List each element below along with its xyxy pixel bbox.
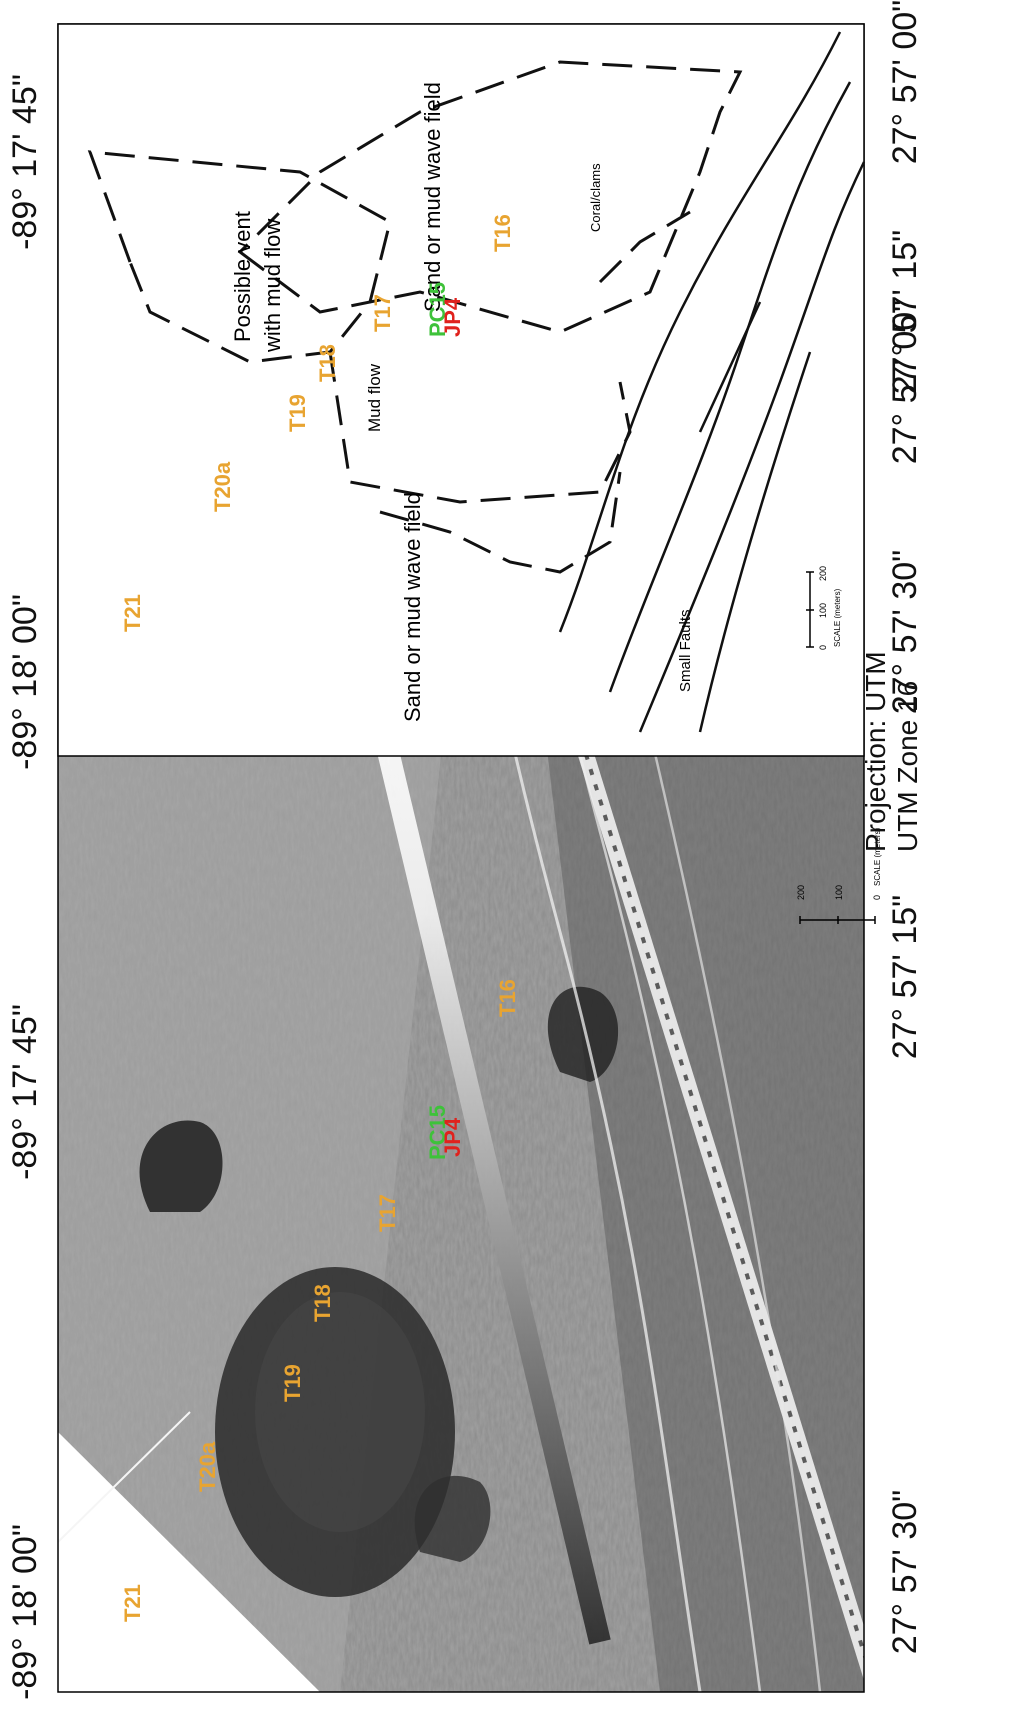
sonar-site-label-jp4: JP4: [440, 1117, 465, 1157]
sonar-scale-tick-100: 100: [834, 885, 844, 900]
faults-label: Small Faults: [677, 609, 694, 692]
projection-line2: UTM Zone 16: [892, 680, 924, 852]
sonar-site-label-t20a: T20a: [195, 1441, 220, 1492]
sonar-lat-label-30: 27° 57' 30": [886, 1489, 924, 1655]
projection-note: Projection: UTM UTM Zone 16: [860, 651, 924, 852]
no-data-corner: [58, 1432, 320, 1692]
interp-dashed-features: [87, 60, 743, 574]
mud-flow-label: Mud flow: [365, 363, 384, 432]
sonar-scale-tick-200: 200: [796, 885, 806, 900]
interp-fault-lines: [558, 31, 866, 733]
sonar-site-label-t18: T18: [310, 1284, 335, 1322]
fault-line-1: [558, 31, 842, 633]
interp-lon-label-west: -89° 18' 00": [6, 594, 44, 770]
fault-line-5: [698, 301, 762, 433]
projection-line1: Projection: UTM: [860, 651, 891, 852]
fault-line-2: [608, 81, 852, 693]
interp-site-label-pc15: PC15: [425, 282, 450, 337]
interp-frame: [57, 23, 865, 757]
nadir-stripe-lower-edge: [358, 24, 864, 1692]
sonar-site-label-t16: T16: [495, 979, 520, 1017]
interp-site-label-t21: T21: [120, 594, 145, 632]
vent-core: [255, 1292, 425, 1532]
vent-label-line2: with mud flow: [260, 219, 285, 353]
vent-label-line1: Possible vent: [230, 211, 255, 342]
interp-site-label-t17: T17: [370, 294, 395, 332]
coral-label: Coral/clams: [588, 163, 603, 232]
interp-site-label-t16: T16: [490, 214, 515, 252]
interp-lat-label-15: 27° 57' 15": [886, 229, 924, 395]
sonar-scale-bar: 0 100 200 SCALE (meters): [796, 827, 882, 924]
sonar-lat-label-15: 27° 57' 15": [886, 894, 924, 1060]
sonar-site-label-t21: T21: [120, 1584, 145, 1622]
upper-wave-field-label: Sand or mud wave field: [420, 82, 445, 312]
lower-wave-field-label: Sand or mud wave field: [400, 492, 425, 722]
sonar-site-label-t17: T17: [375, 1194, 400, 1232]
interp-site-label-t20a: T20a: [210, 461, 235, 512]
upper-wave-field-boundary: [237, 60, 743, 334]
sonar-scale-tick-0: 0: [872, 895, 882, 900]
interp-site-label-t18: T18: [315, 344, 340, 382]
interp-scale-tick-0: 0: [818, 645, 828, 650]
interp-scale-bar: 0 100 200 SCALE (meters): [806, 566, 842, 650]
dark-patch: [139, 1120, 223, 1212]
sonar-site-label-t19: T19: [280, 1364, 305, 1402]
interp-scale-title: SCALE (meters): [833, 588, 842, 647]
coral-marker: [598, 210, 691, 284]
fault-line-3: [638, 161, 866, 733]
fault-line-4: [698, 351, 812, 733]
interp-lat-label-00: 27° 57' 00": [886, 0, 924, 165]
lower-wave-field-boundary: [379, 471, 622, 574]
track-line: [58, 1411, 191, 1543]
sonar-site-label-pc15: PC15: [425, 1105, 450, 1160]
interp-lon-label-east: -89° 17' 45": [6, 74, 44, 250]
interp-site-label-t19: T19: [285, 394, 310, 432]
sonar-lon-label-west: -89° 18' 00": [6, 1524, 44, 1700]
sonar-scale-title: SCALE (meters): [873, 827, 882, 886]
interp-scale-tick-200: 200: [818, 566, 828, 581]
interp-site-label-jp4: JP4: [440, 297, 465, 337]
dark-patch-3: [414, 1475, 491, 1562]
dark-patch-2: [547, 986, 619, 1082]
interp-scale-tick-100: 100: [818, 603, 828, 618]
vent-mud-link: [328, 351, 632, 504]
sonar-lon-label-east: -89° 17' 45": [6, 1004, 44, 1180]
